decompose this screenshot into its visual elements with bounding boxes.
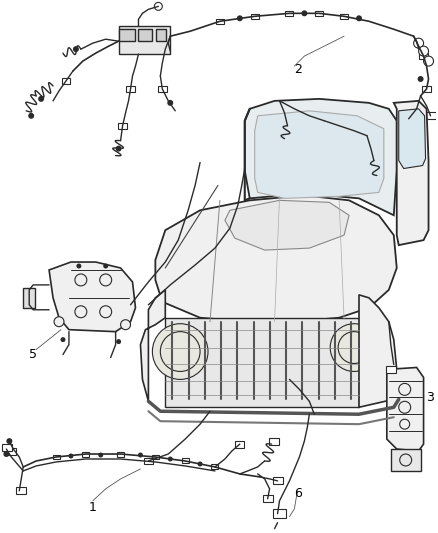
- Circle shape: [301, 10, 307, 17]
- Circle shape: [73, 46, 79, 52]
- Bar: [119, 29, 134, 41]
- Circle shape: [154, 2, 162, 10]
- Polygon shape: [225, 200, 349, 250]
- Bar: [340, 14, 348, 19]
- Text: 2: 2: [294, 63, 302, 76]
- Bar: [370, 175, 378, 181]
- Circle shape: [152, 324, 208, 379]
- Bar: [268, 438, 279, 445]
- Circle shape: [168, 456, 173, 462]
- Bar: [216, 19, 224, 24]
- Polygon shape: [49, 262, 135, 332]
- Circle shape: [103, 263, 108, 269]
- Text: 6: 6: [294, 487, 302, 500]
- Bar: [23, 288, 35, 308]
- Bar: [156, 29, 166, 41]
- Circle shape: [75, 274, 87, 286]
- Polygon shape: [359, 295, 397, 407]
- Bar: [212, 464, 219, 470]
- Circle shape: [68, 454, 74, 458]
- Bar: [424, 112, 437, 119]
- Circle shape: [167, 100, 173, 106]
- Bar: [422, 86, 431, 92]
- Circle shape: [60, 337, 65, 342]
- Bar: [144, 458, 153, 464]
- Circle shape: [399, 383, 411, 395]
- Bar: [16, 487, 26, 494]
- Circle shape: [413, 38, 424, 48]
- Text: 3: 3: [427, 391, 434, 405]
- Bar: [272, 478, 283, 484]
- Circle shape: [116, 339, 121, 344]
- Bar: [138, 29, 152, 41]
- Bar: [391, 449, 420, 471]
- Bar: [126, 86, 135, 92]
- Circle shape: [237, 15, 243, 21]
- Bar: [386, 366, 396, 373]
- Circle shape: [336, 125, 342, 131]
- Text: 1: 1: [89, 501, 97, 514]
- Bar: [235, 441, 244, 448]
- Bar: [419, 53, 428, 59]
- Circle shape: [54, 317, 64, 327]
- Circle shape: [38, 96, 44, 102]
- Bar: [117, 451, 124, 456]
- Bar: [272, 509, 286, 518]
- Circle shape: [120, 320, 131, 330]
- Bar: [82, 451, 89, 456]
- Circle shape: [75, 306, 87, 318]
- Circle shape: [417, 76, 424, 82]
- Circle shape: [76, 263, 81, 269]
- Circle shape: [400, 454, 412, 466]
- Bar: [304, 113, 314, 119]
- Circle shape: [7, 438, 12, 444]
- Text: 5: 5: [29, 348, 37, 361]
- Bar: [182, 458, 189, 464]
- Circle shape: [330, 324, 378, 372]
- Bar: [2, 443, 12, 450]
- Circle shape: [28, 113, 34, 119]
- Bar: [53, 455, 60, 459]
- Circle shape: [400, 419, 410, 429]
- Bar: [403, 115, 415, 123]
- Circle shape: [138, 453, 143, 457]
- Circle shape: [399, 401, 411, 413]
- Bar: [62, 78, 70, 84]
- Circle shape: [198, 462, 202, 466]
- Bar: [158, 86, 167, 92]
- Bar: [118, 123, 127, 129]
- Bar: [251, 14, 259, 19]
- Circle shape: [98, 453, 103, 457]
- Polygon shape: [399, 109, 426, 168]
- Polygon shape: [141, 290, 165, 401]
- Bar: [7, 448, 16, 455]
- Circle shape: [100, 274, 112, 286]
- Polygon shape: [245, 99, 397, 215]
- Circle shape: [356, 15, 362, 21]
- Bar: [263, 495, 272, 502]
- Polygon shape: [255, 111, 384, 198]
- Circle shape: [116, 146, 122, 151]
- Polygon shape: [387, 367, 424, 451]
- Bar: [165, 318, 359, 407]
- Circle shape: [100, 306, 112, 318]
- Polygon shape: [155, 196, 397, 322]
- Circle shape: [424, 56, 434, 66]
- Circle shape: [4, 451, 9, 457]
- Bar: [350, 128, 359, 134]
- Polygon shape: [394, 101, 428, 245]
- Circle shape: [419, 46, 428, 56]
- Bar: [286, 11, 293, 16]
- Bar: [119, 26, 170, 54]
- Bar: [152, 455, 159, 459]
- Bar: [315, 11, 323, 16]
